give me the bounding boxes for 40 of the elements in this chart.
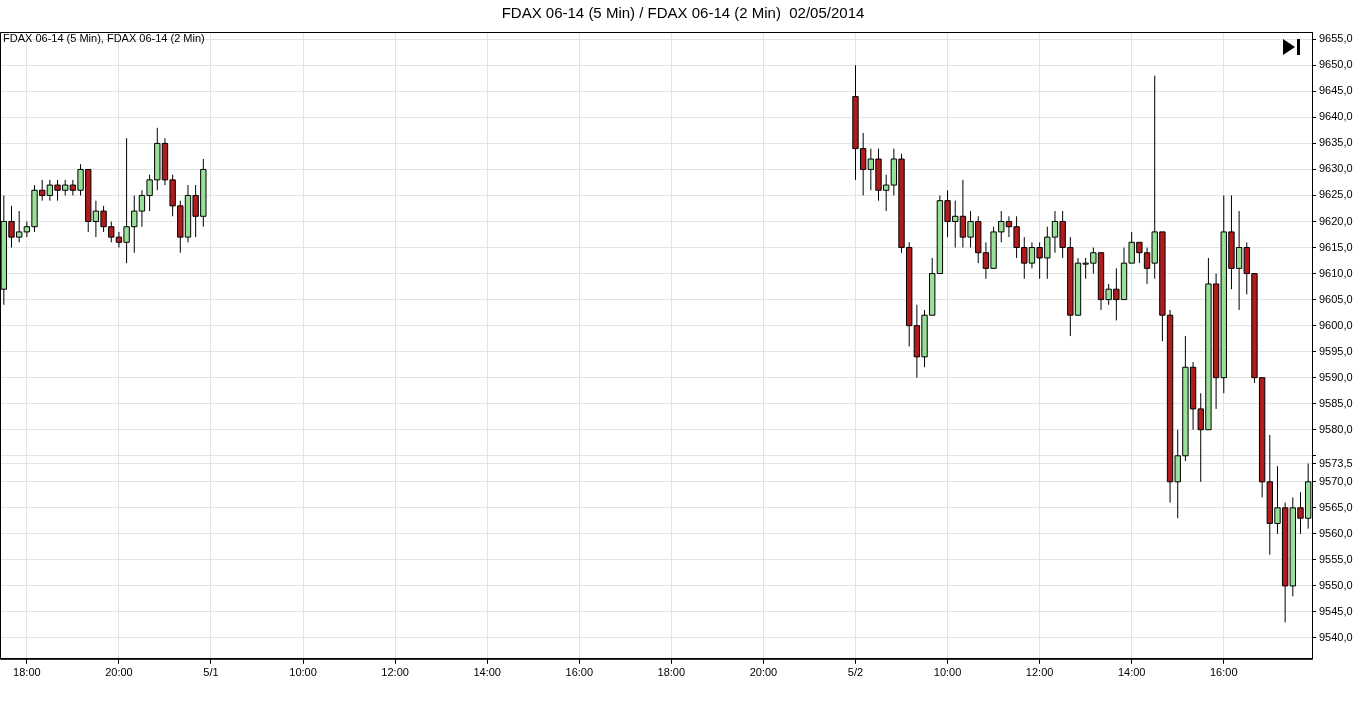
- x-tick-label: 20:00: [105, 666, 133, 679]
- x-tick-label: 10:00: [933, 666, 962, 679]
- x-tick-label: 10:00: [289, 666, 317, 679]
- y-tick-label: 9600,0: [1319, 318, 1353, 331]
- y-tick-label: 9570,0: [1319, 474, 1353, 487]
- y-tick-label: 9540,0: [1319, 631, 1353, 644]
- y-tick-label: 9605,0: [1319, 292, 1353, 305]
- x-tick-label: 18:00: [13, 666, 41, 679]
- y-tick-label: 9625,0: [1319, 188, 1353, 201]
- y-tick-label: 9620,0: [1319, 214, 1353, 227]
- y-tick-label: 9565,0: [1319, 500, 1353, 513]
- x-tick-label: 14:00: [1117, 666, 1146, 679]
- y-tick-label: 9555,0: [1319, 552, 1353, 565]
- x-tick-label: 18:00: [657, 666, 686, 679]
- chart-title: FDAX 06-14 (5 Min) / FDAX 06-14 (2 Min) 02/05/2014: [501, 4, 865, 22]
- x-tick-label: 5/2: [847, 666, 864, 679]
- y-tick-label: 9615,0: [1319, 240, 1353, 253]
- y-tick-label: 9545,0: [1319, 604, 1353, 617]
- x-tick-label: 5/1: [203, 666, 219, 679]
- y-tick-label: 9580,0: [1319, 422, 1353, 435]
- annotation: FDAX 06-14 (5 Min), FDAX 06-14 (2 Min): [3, 32, 205, 45]
- x-tick-label: 12:00: [1025, 666, 1054, 679]
- y-tick-label: 9590,0: [1319, 370, 1353, 383]
- y-tick-label: 9640,0: [1319, 110, 1353, 123]
- x-tick-label: 16:00: [1210, 666, 1238, 679]
- y-tick-label: 9573,5: [1319, 456, 1353, 469]
- y-tick-label: 9650,0: [1319, 58, 1353, 71]
- x-tick-label: 12:00: [381, 666, 409, 679]
- x-tick-label: 16:00: [565, 666, 594, 679]
- y-tick-label: 9645,0: [1319, 84, 1353, 97]
- y-tick-label: 9585,0: [1319, 396, 1353, 409]
- y-tick-label: 9595,0: [1319, 344, 1353, 357]
- y-tick-label: 9635,0: [1319, 136, 1353, 149]
- y-tick-label: 9610,0: [1319, 266, 1353, 279]
- y-tick-label: 9560,0: [1319, 526, 1353, 539]
- x-tick-label: 14:00: [473, 666, 501, 679]
- y-tick-label: 9630,0: [1319, 162, 1353, 175]
- y-tick-label: 9655,0: [1319, 32, 1353, 45]
- x-tick-label: 20:00: [749, 666, 778, 679]
- y-tick-label: 9550,0: [1319, 578, 1353, 591]
